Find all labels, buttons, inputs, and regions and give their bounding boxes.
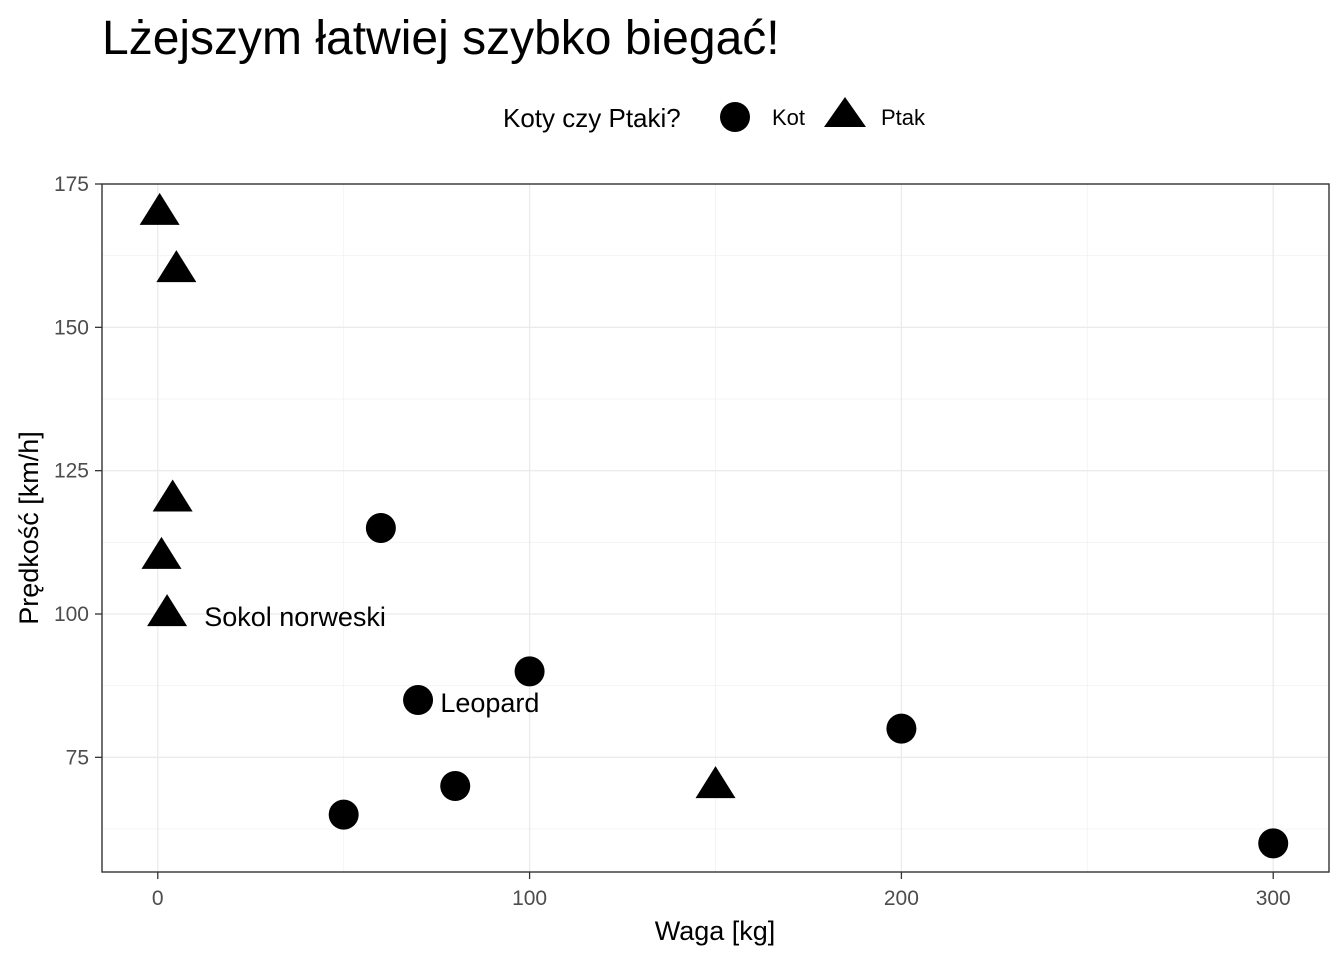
- point-kot: [1258, 828, 1289, 859]
- y-tick-label: 100: [54, 603, 89, 626]
- point-kot: [440, 771, 471, 801]
- y-axis-title: Prędkość [km/h]: [14, 431, 44, 625]
- data-points: [139, 192, 1289, 859]
- point-kot: [514, 656, 545, 687]
- x-tick-label: 0: [152, 887, 164, 910]
- legend-title: Koty czy Ptaki?: [503, 103, 681, 133]
- annotation-label: Sokol norweski: [204, 602, 386, 632]
- legend-kot-label: Kot: [772, 105, 805, 130]
- point-ptak: [141, 536, 182, 569]
- y-tick-label: 75: [66, 746, 89, 769]
- axis-ticks: 0 100 200 300 75 100 125 150 175: [54, 173, 1291, 910]
- point-ptak: [156, 250, 197, 283]
- point-kot: [886, 713, 917, 744]
- x-tick-label: 200: [884, 887, 919, 910]
- plot-panel: [101, 183, 1330, 873]
- chart-title: Lżejszym łatwiej szybko biegać!: [102, 12, 780, 65]
- point-ptak: [139, 192, 180, 225]
- y-tick-label: 175: [54, 173, 89, 196]
- legend-ptak-marker: [824, 97, 866, 127]
- point-kot: [328, 799, 359, 830]
- y-tick-label: 125: [54, 460, 89, 483]
- annotation-label: Leopard: [440, 688, 539, 718]
- point-ptak: [147, 594, 188, 627]
- legend-ptak-label: Ptak: [881, 105, 926, 130]
- point-kot: [365, 513, 396, 543]
- point-ptak: [152, 479, 193, 512]
- x-tick-label: 100: [512, 887, 547, 910]
- annotations: Sokol norweski Leopard: [204, 602, 539, 718]
- legend-kot-marker: [720, 102, 750, 132]
- y-tick-label: 150: [54, 316, 89, 339]
- point-ptak: [695, 766, 736, 799]
- x-tick-label: 300: [1256, 887, 1291, 910]
- x-axis-title: Waga [kg]: [655, 916, 776, 946]
- point-kot: [403, 685, 434, 715]
- legend: Koty czy Ptaki? Kot Ptak: [503, 97, 926, 133]
